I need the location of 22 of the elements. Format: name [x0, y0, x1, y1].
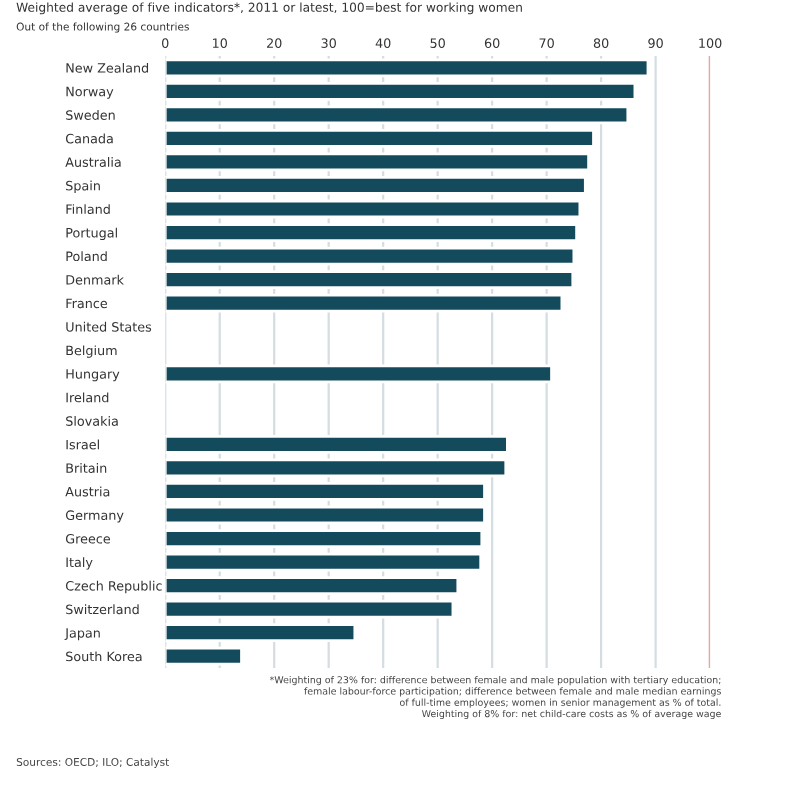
- bar: [165, 152, 590, 172]
- bar: [165, 576, 460, 596]
- bar: [165, 223, 578, 242]
- bar: [165, 505, 486, 525]
- bar: [165, 646, 243, 666]
- bar: [165, 623, 357, 643]
- bar: [165, 434, 509, 454]
- bar: [165, 293, 564, 313]
- bar: [165, 199, 582, 219]
- bar: [165, 105, 630, 125]
- bar: [165, 246, 576, 266]
- bar: [165, 529, 484, 548]
- bar: [165, 482, 486, 501]
- bar: [165, 176, 587, 195]
- bar: [165, 364, 553, 384]
- bar: [165, 128, 595, 148]
- bar: [165, 58, 650, 78]
- bar: [165, 270, 575, 290]
- bar: [165, 458, 508, 478]
- bar: [165, 552, 483, 572]
- bar: [165, 81, 637, 101]
- bar: [165, 599, 455, 619]
